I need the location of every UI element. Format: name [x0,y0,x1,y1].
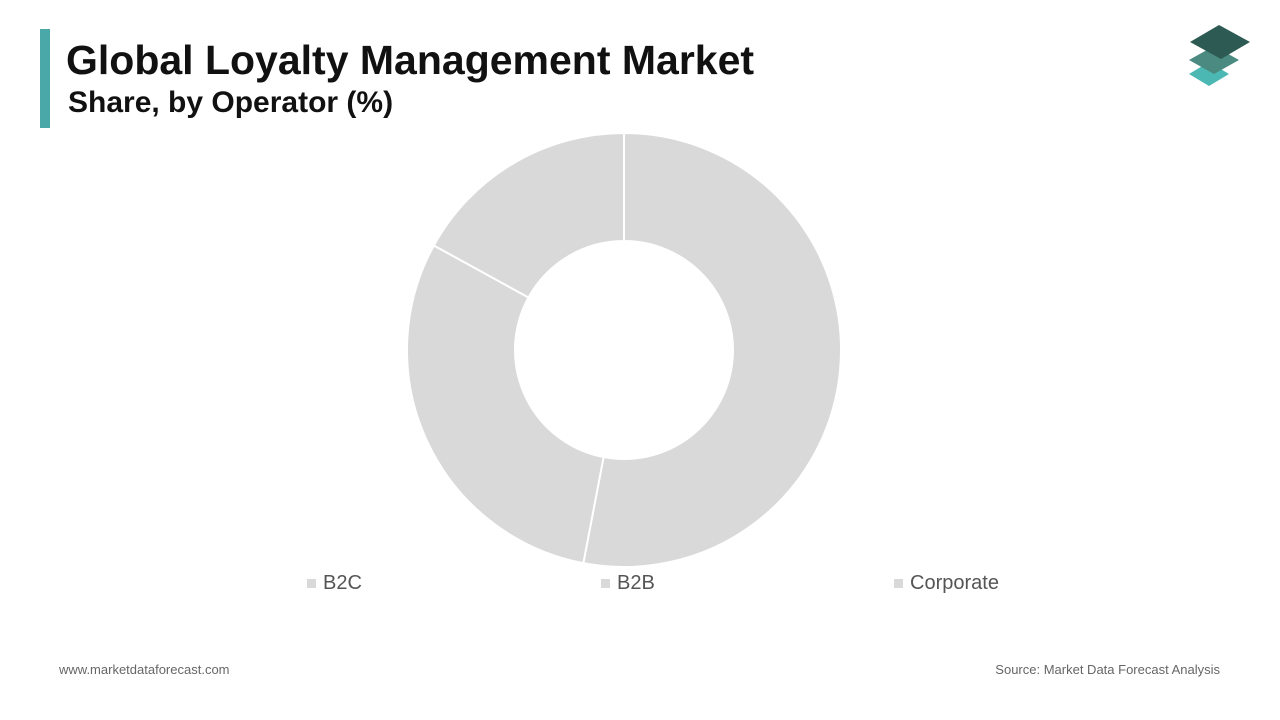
donut-slice-corporate [432,131,625,299]
footer-source: Source: Market Data Forecast Analysis [995,662,1220,677]
donut-slice-b2b [406,244,605,565]
title-accent-bar [40,29,50,128]
legend-item-corporate: Corporate [894,571,999,595]
legend-swatch-b2b [601,578,610,588]
chart-title: Global Loyalty Management Market [66,37,755,83]
legend-label-b2b: B2B [617,571,655,594]
footer-website: www.marketdataforecast.com [59,662,230,677]
logo-layer-top [1190,25,1250,59]
legend-label-b2c: B2C [323,571,362,594]
stacked-layers-logo-icon [1189,25,1250,86]
legend-label-corporate: Corporate [910,571,999,594]
chart-subtitle: Share, by Operator (%) [68,86,394,119]
donut-slices [406,131,842,568]
donut-slice-b2c [582,131,842,568]
legend-item-b2b: B2B [601,571,655,595]
legend-item-b2c: B2C [307,571,362,595]
legend-swatch-corporate [894,578,903,588]
legend-swatch-b2c [307,578,316,588]
